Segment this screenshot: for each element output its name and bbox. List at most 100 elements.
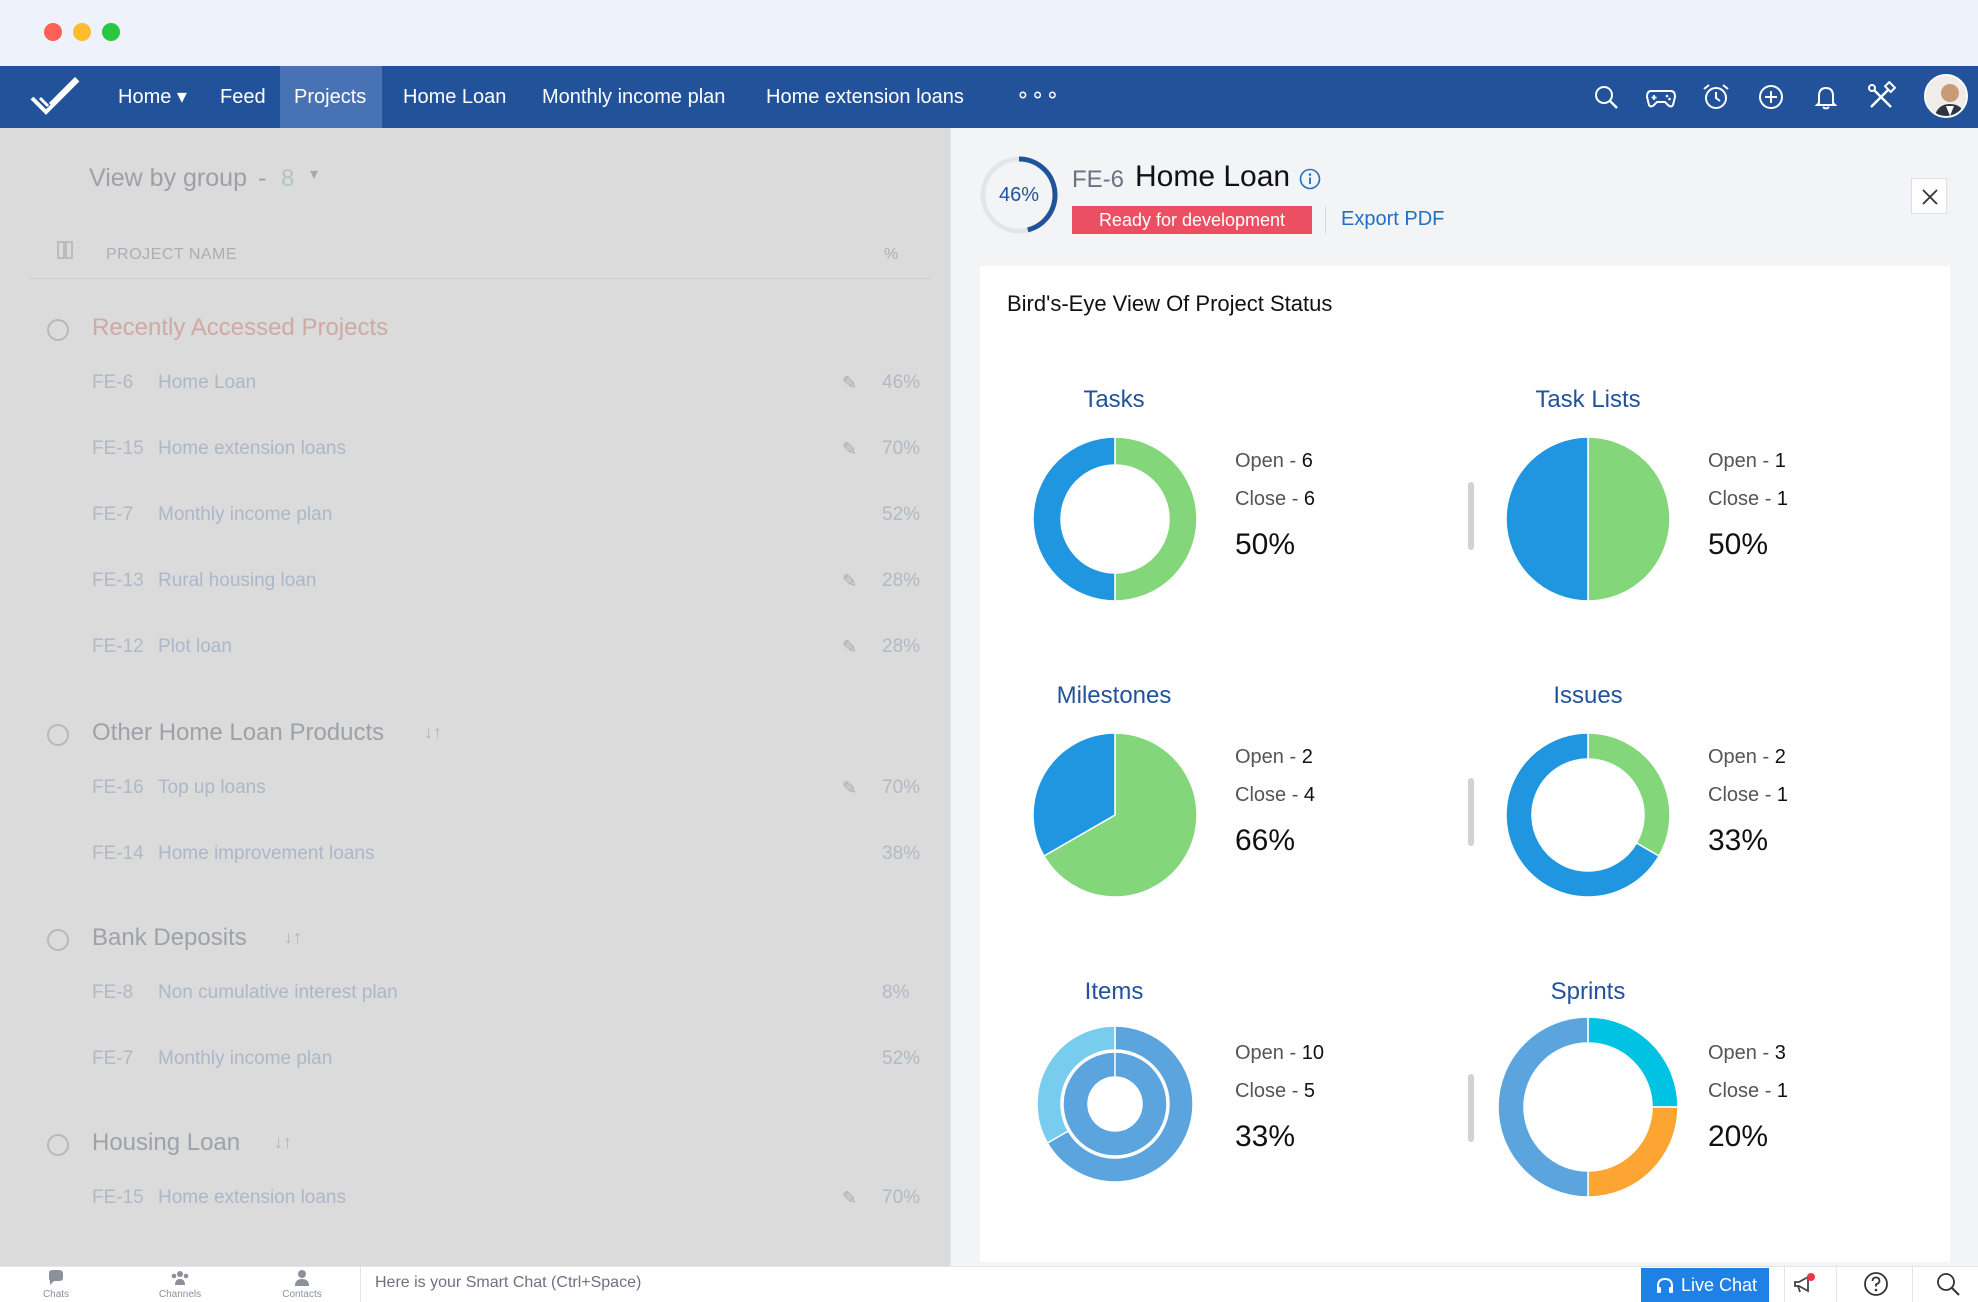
project-percent: 52% [882, 1048, 921, 1069]
nav-more-button[interactable]: ∘∘∘ [1016, 82, 1061, 107]
alarm-clock-icon[interactable] [1700, 81, 1732, 113]
checkmark-logo-icon[interactable] [28, 74, 84, 120]
person-icon [295, 1270, 309, 1286]
close-slice[interactable] [1114, 436, 1198, 602]
project-percent: 38% [882, 843, 921, 864]
group-title[interactable]: Housing Loan [92, 1129, 241, 1156]
live-chat-button[interactable]: Live Chat [1641, 1268, 1769, 1302]
close-slice[interactable] [1587, 1106, 1679, 1198]
add-circle-icon[interactable] [1755, 81, 1787, 113]
feather-icon: ✎ [842, 778, 858, 798]
feather-icon: ✎ [842, 637, 858, 657]
export-pdf-link[interactable]: Export PDF [1341, 208, 1445, 230]
column-settings-icon[interactable] [56, 240, 78, 262]
project-code: FE-7 [92, 1048, 134, 1069]
help-icon[interactable] [1862, 1270, 1890, 1298]
close-slice[interactable] [1042, 732, 1198, 898]
close-window-button[interactable] [44, 23, 62, 41]
modal-dim-overlay[interactable] [0, 128, 950, 1266]
project-name-link[interactable]: Rural housing loan [158, 570, 317, 591]
status-badge[interactable]: Ready for development [1072, 206, 1312, 234]
nav-home-extension-loans[interactable]: Home extension loans [766, 86, 964, 108]
close-panel-button[interactable] [1911, 178, 1947, 214]
collapse-group-icon[interactable] [47, 1134, 69, 1156]
open-slice[interactable] [1046, 1025, 1194, 1183]
sort-icon[interactable]: ↓↑ [424, 722, 442, 742]
group-count: 8 [281, 165, 295, 192]
nav-monthly-income-plan[interactable]: Monthly income plan [542, 86, 726, 108]
sprint-slice[interactable] [1587, 1016, 1679, 1108]
column-divider [1468, 1074, 1474, 1142]
column-header-percent[interactable]: % [884, 246, 899, 263]
open-slice[interactable] [1505, 436, 1589, 602]
channels-tab[interactable]: Channels [140, 1268, 220, 1300]
search-icon[interactable] [1934, 1270, 1962, 1298]
chart-title: Items [1084, 978, 1144, 1005]
sprint-slice[interactable] [1497, 1016, 1589, 1198]
maximize-window-button[interactable] [102, 23, 120, 41]
divider [1836, 1266, 1837, 1302]
percent-value: 33% [1708, 824, 1769, 857]
sort-icon[interactable]: ↓↑ [284, 927, 302, 947]
project-name-link[interactable]: Non cumulative interest plan [158, 982, 398, 1003]
divider [1912, 1266, 1913, 1302]
search-icon[interactable] [1590, 81, 1622, 113]
open-slice[interactable] [1032, 436, 1116, 602]
project-name-link[interactable]: Home improvement loans [158, 843, 375, 864]
close-slice[interactable] [1587, 732, 1671, 858]
percent-value: 66% [1235, 824, 1296, 857]
project-code: FE-7 [92, 504, 134, 525]
minimize-window-button[interactable] [73, 23, 91, 41]
project-name-link[interactable]: Home Loan [158, 372, 257, 393]
project-name-link[interactable]: Monthly income plan [158, 504, 333, 525]
project-code: FE-14 [92, 843, 144, 864]
nav-projects[interactable]: Projects [280, 66, 382, 128]
chats-tab[interactable]: Chats [16, 1268, 96, 1300]
project-percent: 28% [882, 570, 921, 591]
chevron-down-icon[interactable]: ▾ [310, 166, 319, 183]
tools-icon[interactable] [1865, 81, 1897, 113]
project-percent: 8% [882, 982, 910, 1003]
open-slice[interactable] [1505, 732, 1661, 898]
smart-chat-input[interactable]: Here is your Smart Chat (Ctrl+Space) [360, 1266, 1640, 1302]
open-stat: Open - 1 [1708, 450, 1786, 472]
close-stat: Close - 6 [1235, 488, 1316, 510]
column-header-project-name[interactable]: PROJECT NAME [106, 246, 238, 263]
nav-home[interactable]: Home ▾ [118, 86, 187, 108]
issues-chart [1505, 732, 1671, 898]
nav-home-loan[interactable]: Home Loan [403, 86, 507, 108]
bell-icon[interactable] [1810, 81, 1842, 113]
project-code: FE-16 [92, 777, 144, 798]
contacts-tab[interactable]: Contacts [262, 1268, 342, 1300]
feather-icon: ✎ [842, 439, 858, 459]
view-separator: - [258, 164, 267, 192]
project-name-link[interactable]: Plot loan [158, 636, 232, 657]
sort-icon[interactable]: ↓↑ [274, 1132, 292, 1152]
megaphone-icon[interactable] [1790, 1270, 1818, 1298]
info-icon[interactable] [1298, 167, 1322, 191]
user-avatar[interactable] [1924, 74, 1968, 118]
project-list-panel: View by group - 8 ▾ PROJECT NAME % Recen… [0, 128, 950, 1266]
items-chart [1036, 1025, 1194, 1183]
collapse-group-icon[interactable] [47, 724, 69, 746]
close-icon [1922, 189, 1938, 205]
group-title[interactable]: Bank Deposits [92, 924, 247, 951]
percent-value: 50% [1708, 528, 1769, 561]
project-name-link[interactable]: Monthly income plan [158, 1048, 333, 1069]
group-title[interactable]: Other Home Loan Products [92, 719, 385, 746]
gamepad-icon[interactable] [1645, 81, 1677, 113]
inner-ring[interactable] [1062, 1051, 1168, 1157]
chart-title: Sprints [1550, 978, 1626, 1005]
project-code: FE-15 [92, 438, 144, 459]
project-name-link[interactable]: Top up loans [158, 777, 266, 798]
open-slice[interactable] [1032, 732, 1116, 858]
nav-feed[interactable]: Feed [220, 86, 266, 108]
project-name-link[interactable]: Home extension loans [158, 1187, 346, 1208]
collapse-group-icon[interactable] [47, 929, 69, 951]
group-title[interactable]: Recently Accessed Projects [92, 314, 389, 341]
collapse-group-icon[interactable] [47, 319, 69, 341]
close-slice[interactable] [1587, 436, 1671, 602]
view-by-group-label[interactable]: View by group [89, 164, 247, 192]
close-slice[interactable] [1036, 1025, 1116, 1145]
project-name-link[interactable]: Home extension loans [158, 438, 346, 459]
